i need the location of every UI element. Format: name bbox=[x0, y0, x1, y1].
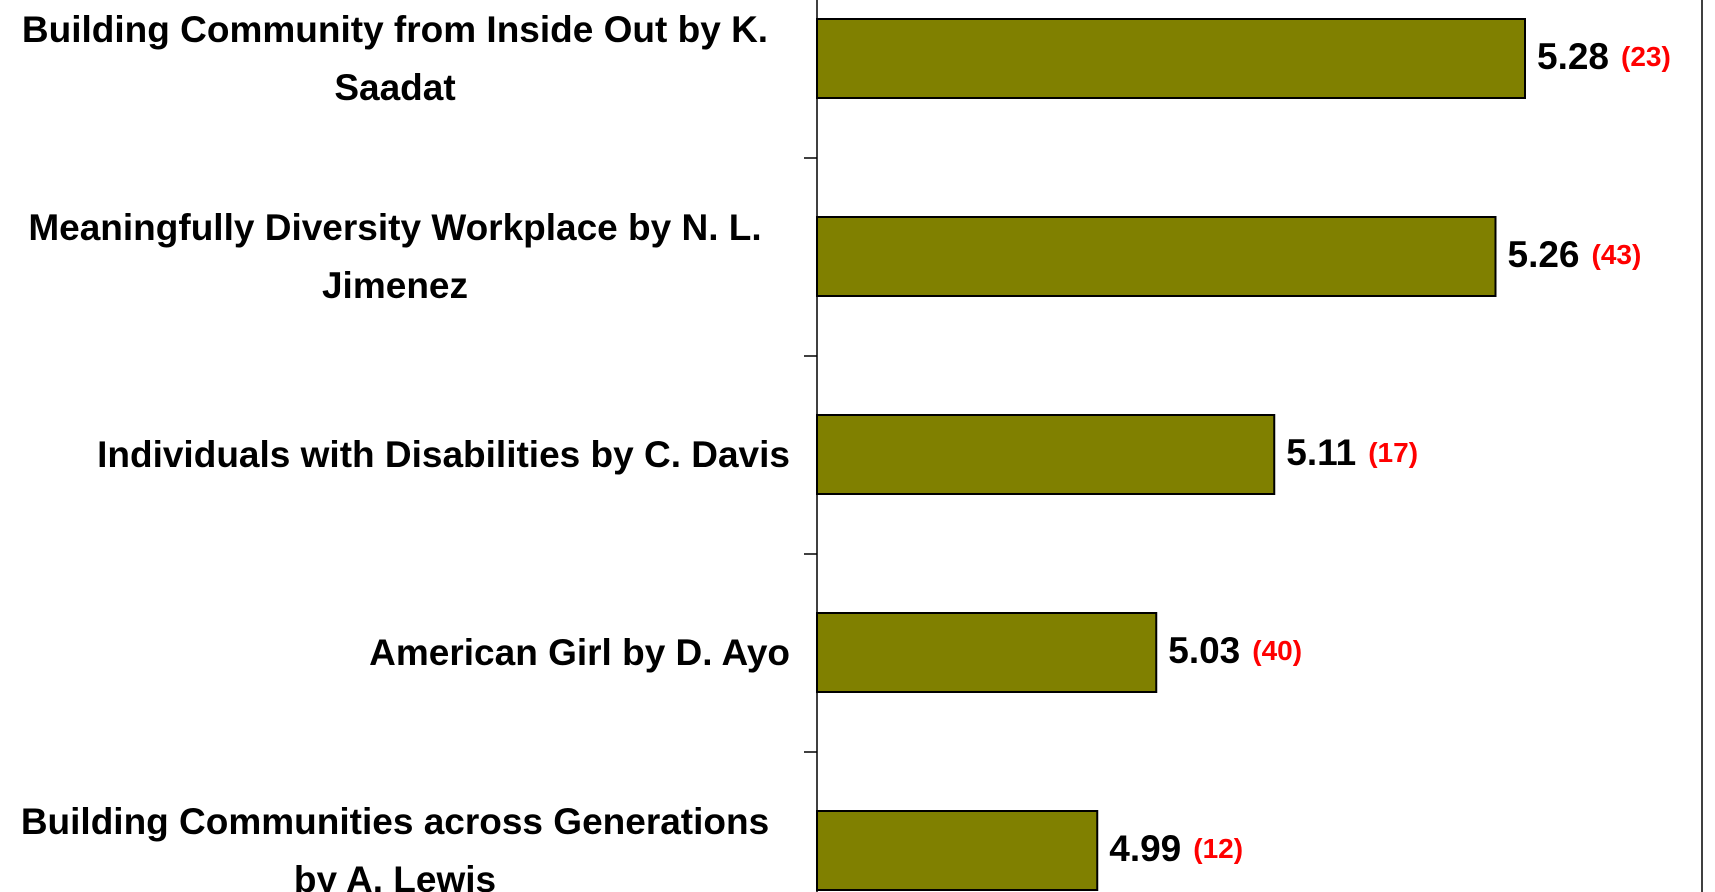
value-text: 5.11 bbox=[1286, 432, 1356, 473]
value-label: 5.28 (23) bbox=[1537, 36, 1671, 77]
bar bbox=[816, 612, 1158, 693]
value-text: 5.26 bbox=[1508, 234, 1580, 275]
category-label: Building Communities across Generations … bbox=[20, 801, 770, 892]
category-label-box: Building Communities across Generations … bbox=[0, 791, 790, 892]
category-label-box: Building Community from Inside Out by K.… bbox=[0, 0, 790, 119]
category-label-box: Meaningfully Diversity Workplace by N. L… bbox=[0, 197, 790, 317]
category-label: Meaningfully Diversity Workplace by N. L… bbox=[28, 207, 762, 306]
category-label: Building Community from Inside Out by K.… bbox=[21, 9, 769, 108]
value-label: 5.03 (40) bbox=[1168, 630, 1302, 671]
value-text: 4.99 bbox=[1109, 828, 1181, 869]
count-label: (40) bbox=[1252, 635, 1302, 666]
bar bbox=[816, 810, 1099, 891]
bar bbox=[816, 414, 1276, 495]
count-label: (43) bbox=[1592, 239, 1642, 270]
value-label: 4.99 (12) bbox=[1109, 828, 1243, 869]
bar bbox=[816, 216, 1497, 297]
value-text: 5.28 bbox=[1537, 36, 1609, 77]
count-label: (12) bbox=[1193, 833, 1243, 864]
count-label: (17) bbox=[1368, 437, 1418, 468]
bar bbox=[816, 18, 1526, 99]
count-label: (23) bbox=[1621, 41, 1671, 72]
category-label-box: Individuals with Disabilities by C. Davi… bbox=[0, 395, 790, 515]
value-label: 5.26 (43) bbox=[1508, 234, 1642, 275]
category-label: Individuals with Disabilities by C. Davi… bbox=[97, 434, 790, 475]
value-text: 5.03 bbox=[1168, 630, 1240, 671]
value-label: 5.11 (17) bbox=[1286, 432, 1418, 473]
category-label-box: American Girl by D. Ayo bbox=[0, 593, 790, 713]
category-label: American Girl by D. Ayo bbox=[369, 632, 790, 673]
